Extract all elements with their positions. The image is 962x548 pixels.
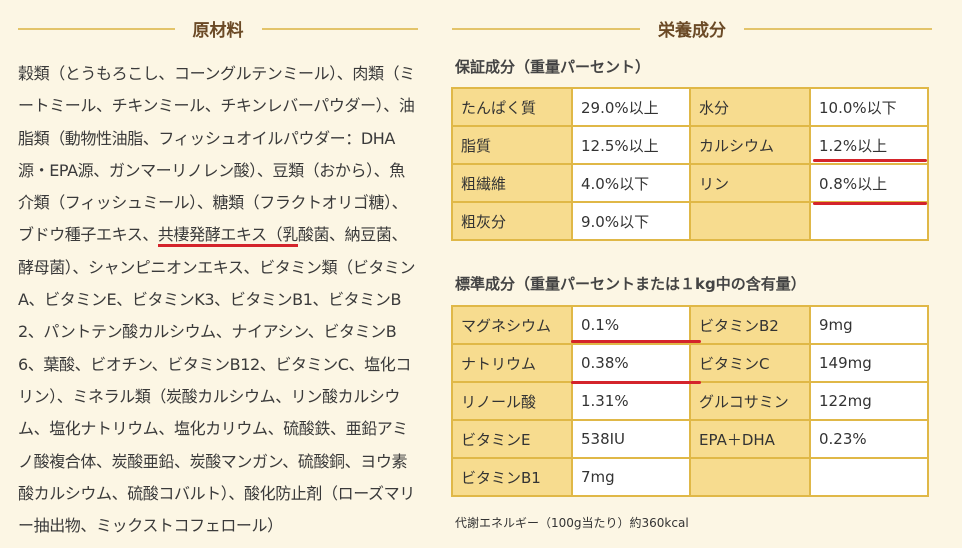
nutrient-value: 10.0%以下 — [809, 87, 929, 127]
nutrient-label: ビタミンB2 — [689, 305, 811, 345]
nutrient-label: たんぱく質 — [451, 87, 573, 127]
nutrient-value: 7mg — [571, 457, 691, 497]
ingredients-part-2: 酸菌、納豆菌、酵母菌）、シャンピニオンエキス、ビタミン類（ビタミンA、ビタミンE… — [18, 225, 416, 536]
header-rule — [18, 27, 175, 30]
highlight-underline — [571, 340, 701, 343]
nutrition-header: 栄養成分 — [452, 16, 932, 41]
table-row: たんぱく質 29.0%以上 水分 10.0%以下 — [451, 87, 929, 127]
energy-note: 代謝エネルギー（100g当たり）約360kcal — [455, 516, 689, 530]
table-row: リノール酸 1.31% グルコサミン 122mg — [451, 381, 929, 421]
standard-title: 標準成分（重量パーセントまたは１kg中の含有量） — [455, 275, 806, 293]
nutrient-value: 4.0%以下 — [571, 163, 691, 203]
nutrient-value: 1.2%以上 — [809, 125, 929, 165]
highlight-underline — [813, 159, 927, 162]
nutrient-value: 0.1% — [571, 305, 691, 345]
standard-table: マグネシウム 0.1% ビタミンB2 9mg ナトリウム 0.38% ビタミンC… — [451, 305, 929, 497]
nutrient-label: 粗灰分 — [451, 201, 573, 241]
highlight-underline — [813, 202, 927, 205]
nutrient-value: 149mg — [809, 343, 929, 383]
nutrient-value: 122mg — [809, 381, 929, 421]
table-row: 粗灰分 9.0%以下 — [451, 201, 929, 241]
nutrient-label: 粗繊維 — [451, 163, 573, 203]
nutrient-label: ビタミンC — [689, 343, 811, 383]
highlighted-ingredient: 共棲発酵エキス（乳 — [157, 225, 298, 248]
nutrient-value: 9mg — [809, 305, 929, 345]
header-rule — [744, 27, 932, 30]
nutrient-label: リン — [689, 163, 811, 203]
nutrient-label: ビタミンE — [451, 419, 573, 459]
nutrient-label: リノール酸 — [451, 381, 573, 421]
header-rule — [261, 27, 418, 30]
header-rule — [452, 27, 640, 30]
nutrition-heading: 栄養成分 — [658, 21, 726, 41]
table-row: ビタミンE 538IU EPA＋DHA 0.23% — [451, 419, 929, 459]
empty-cell — [809, 457, 929, 497]
table-row: ビタミンB1 7mg — [451, 457, 929, 497]
guaranteed-table: たんぱく質 29.0%以上 水分 10.0%以下 脂質 12.5%以上 カルシウ… — [451, 87, 929, 241]
ingredients-text: 穀類（とうもろこし、コーングルテンミール）、肉類（ミートミール、チキンミール、チ… — [18, 58, 418, 542]
nutrient-label: カルシウム — [689, 125, 811, 165]
nutrient-value: 0.8%以上 — [809, 163, 929, 203]
nutrient-label: ナトリウム — [451, 343, 573, 383]
nutrient-label: マグネシウム — [451, 305, 573, 345]
empty-cell — [809, 201, 929, 241]
nutrient-label: EPA＋DHA — [689, 419, 811, 459]
empty-cell — [689, 201, 811, 241]
table-row: マグネシウム 0.1% ビタミンB2 9mg — [451, 305, 929, 345]
nutrient-value: 0.38% — [571, 343, 691, 383]
table-row: 脂質 12.5%以上 カルシウム 1.2%以上 — [451, 125, 929, 165]
table-row: ナトリウム 0.38% ビタミンC 149mg — [451, 343, 929, 383]
ingredients-heading: 原材料 — [192, 21, 244, 41]
empty-cell — [689, 457, 811, 497]
nutrient-value: 538IU — [571, 419, 691, 459]
nutrient-value: 1.31% — [571, 381, 691, 421]
table-row: 粗繊維 4.0%以下 リン 0.8%以上 — [451, 163, 929, 203]
nutrient-value: 12.5%以上 — [571, 125, 691, 165]
nutrient-value: 9.0%以下 — [571, 201, 691, 241]
nutrient-label: 脂質 — [451, 125, 573, 165]
nutrient-label: ビタミンB1 — [451, 457, 573, 497]
nutrient-label: グルコサミン — [689, 381, 811, 421]
highlight-underline — [571, 381, 701, 384]
nutrient-label: 水分 — [689, 87, 811, 127]
nutrient-value: 0.23% — [809, 419, 929, 459]
ingredients-header: 原材料 — [18, 16, 418, 41]
ingredients-part-1: 穀類（とうもろこし、コーングルテンミール）、肉類（ミートミール、チキンミール、チ… — [18, 64, 415, 245]
nutrient-value: 29.0%以上 — [571, 87, 691, 127]
guaranteed-title: 保証成分（重量パーセント） — [455, 58, 651, 76]
